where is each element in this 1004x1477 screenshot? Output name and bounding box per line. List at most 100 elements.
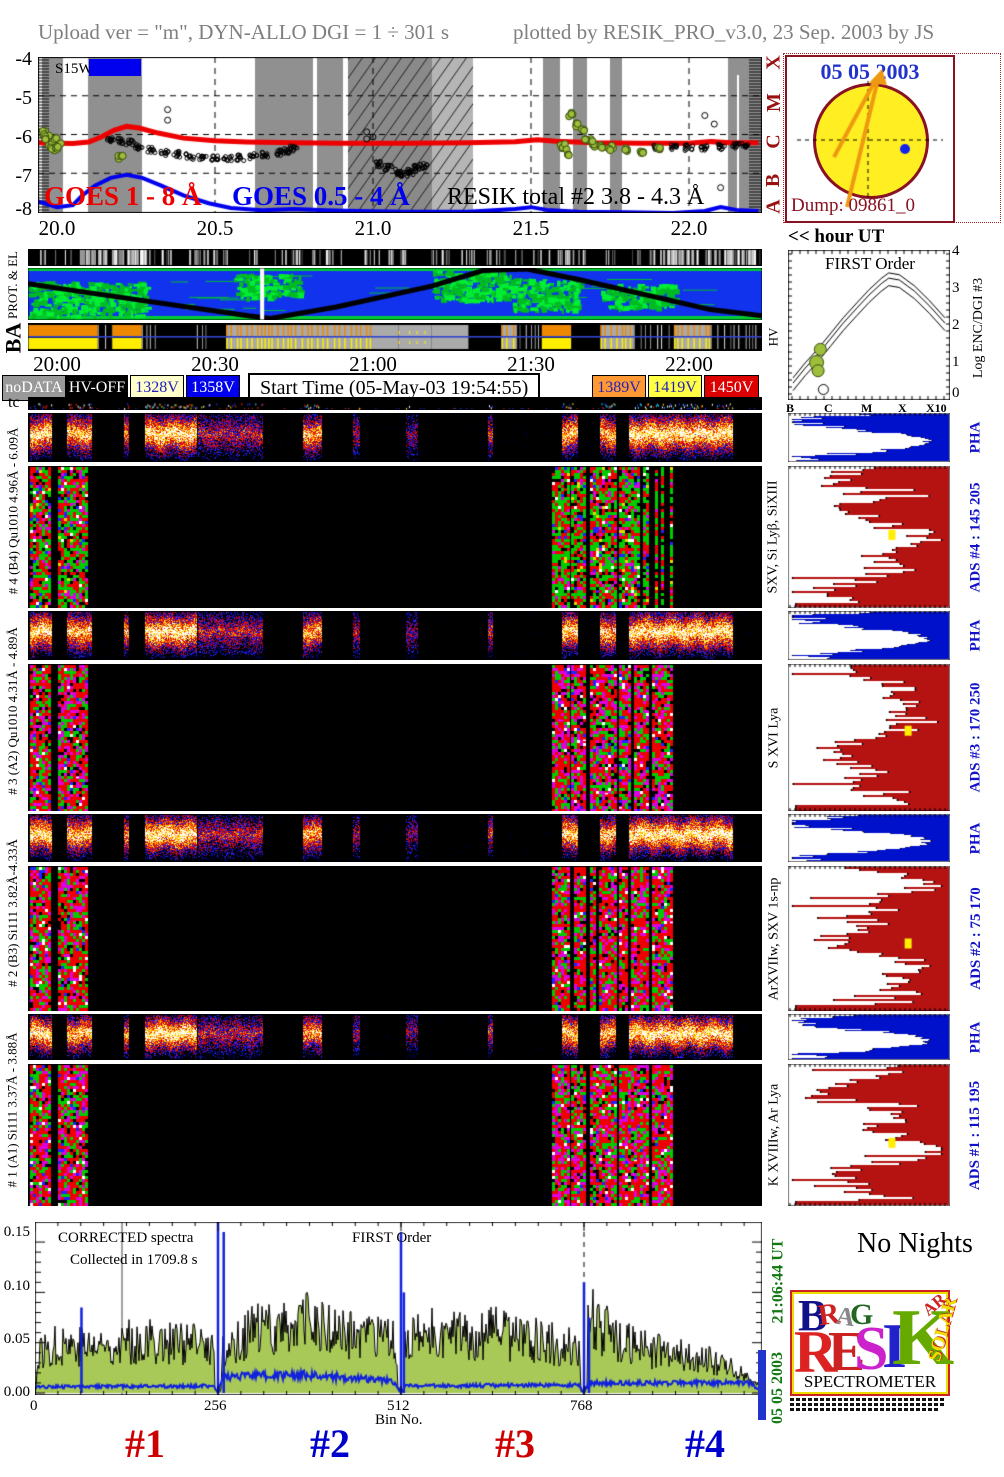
fo-ytick-3: 3 bbox=[952, 280, 960, 296]
header-right: plotted by RESIK_PRO_v3.0, 23 Sep. 2003 … bbox=[513, 20, 935, 44]
ads-hist-ch1 bbox=[788, 1064, 950, 1206]
logo-credits-line bbox=[790, 1403, 946, 1406]
sun-panel: 05 05 2003 Dump: 09861_0 bbox=[785, 55, 955, 223]
pha-hist-ch4 bbox=[788, 413, 950, 462]
fo-xtick-c: C bbox=[824, 401, 833, 415]
resik-total-label: RESIK total #2 3.8 - 4.3 Å bbox=[447, 184, 705, 210]
spectrogram-thin-ch2 bbox=[28, 814, 762, 862]
tc-label: tc bbox=[8, 394, 20, 411]
pha-hist-ch3 bbox=[788, 611, 950, 660]
ads-label-ch2: ADS #2 : 75 170 bbox=[967, 887, 984, 990]
strip-time: 21:00 bbox=[349, 352, 397, 376]
fo-xtick-x: X bbox=[898, 401, 907, 415]
logo-letter: S bbox=[854, 1315, 889, 1383]
segment-label-4: #4 bbox=[685, 1421, 725, 1466]
channel-label-4: # 4 (B4) Qu1010 4.96Å - 6.09Å bbox=[5, 427, 21, 594]
channel-label-1: # 1 (A1) Si111 3.37Å - 3.88Å bbox=[5, 1032, 20, 1188]
bin-no-label: Bin No. bbox=[375, 1412, 423, 1428]
ba-label: BA bbox=[0, 322, 25, 354]
goes-ytick: -8 bbox=[15, 198, 32, 220]
logo-spectrometer: SPECTROMETER bbox=[803, 1372, 937, 1391]
prot-el-strip bbox=[28, 249, 762, 266]
fo-ytick-1: 1 bbox=[952, 354, 960, 370]
goes-xtick: 21.0 bbox=[354, 216, 392, 240]
fo-ylabel: Log ENC/DGI #3 bbox=[971, 277, 987, 378]
spectrogram-big-ch3 bbox=[28, 664, 762, 811]
goes-xtick: 22.0 bbox=[670, 216, 708, 240]
goes-class-b: B bbox=[762, 173, 785, 187]
goes-ytick: -4 bbox=[15, 48, 32, 70]
goes-ytick: -5 bbox=[15, 87, 32, 109]
logo-letter: G bbox=[850, 1298, 874, 1331]
ads-label-ch3: ADS #3 : 170 250 bbox=[967, 682, 984, 793]
goes-class-a: A bbox=[762, 198, 785, 214]
first-order-canvas bbox=[788, 250, 950, 400]
fo-ytick-2: 2 bbox=[952, 317, 960, 333]
spectrogram-big-ch2 bbox=[28, 866, 762, 1011]
first-order-title: FIRST Order bbox=[825, 254, 915, 273]
hv-label: HV bbox=[765, 327, 780, 347]
fo-xtick-x10: X10 bbox=[926, 401, 947, 415]
header-left: Upload ver = "m", DYN-ALLO DGI = 1 ÷ 301… bbox=[38, 20, 450, 44]
bot-ytick: 0.10 bbox=[3, 1278, 30, 1294]
legend-hvoff: HV-OFF bbox=[66, 375, 128, 401]
goes-xtick: 20.0 bbox=[38, 216, 76, 240]
logo-letter: I bbox=[882, 1310, 907, 1381]
hour-ut-note: << hour UT bbox=[788, 226, 885, 247]
segment-label-1: #1 bbox=[125, 1421, 165, 1466]
spectrogram-big-ch4 bbox=[28, 466, 762, 608]
segment-label-3: #3 bbox=[495, 1421, 535, 1466]
sun-overlay-canvas bbox=[787, 57, 953, 221]
bot-title: CORRECTED spectra bbox=[58, 1230, 194, 1246]
goes-plot-canvas bbox=[38, 57, 762, 213]
ads-label-ch1: ADS #1 : 115 195 bbox=[967, 1080, 984, 1190]
strip-time: 20:00 bbox=[33, 352, 81, 376]
legend-1389v: 1389V bbox=[592, 375, 646, 401]
logo-letter: K bbox=[892, 1294, 955, 1382]
strip-time: 22:00 bbox=[665, 352, 713, 376]
prot-el-label: PROT. & EL bbox=[5, 250, 21, 320]
logo-credits-line bbox=[790, 1408, 940, 1411]
logo-letter: R bbox=[794, 1319, 838, 1385]
fo-ytick-0: 0 bbox=[952, 385, 960, 401]
legend-nodata: noDATA bbox=[2, 375, 66, 401]
ads-label-ch4: ADS #4 : 145 205 bbox=[967, 481, 984, 593]
collection-time-label: 21:06:44 UT bbox=[769, 1238, 787, 1324]
sun-dump-id: Dump: 09861_0 bbox=[791, 195, 916, 216]
orbit-map-strip bbox=[28, 268, 762, 320]
line-label-2: ArXVIIw, SXV 1s-np bbox=[766, 877, 782, 1000]
tc-strip bbox=[28, 397, 762, 410]
strip-time: 21:30 bbox=[507, 352, 555, 376]
bot-xtick-512: 512 bbox=[387, 1398, 410, 1414]
flare-highlight-box bbox=[89, 59, 141, 76]
goes-ytick: -7 bbox=[15, 165, 32, 187]
bot-xtick-0: 0 bbox=[30, 1398, 38, 1414]
no-nights-label: No Nights bbox=[857, 1228, 973, 1259]
pha-hist-ch2 bbox=[788, 814, 950, 862]
fo-ytick-4: 4 bbox=[952, 243, 960, 259]
legend-1328v: 1328V bbox=[130, 375, 184, 401]
pha-label-ch2: PHA bbox=[967, 822, 984, 854]
bot-subtitle: Collected in 1709.8 s bbox=[70, 1252, 198, 1268]
segment-label-2: #2 bbox=[310, 1421, 350, 1466]
logo-letter: E bbox=[828, 1321, 866, 1383]
goes-class-c: C bbox=[762, 133, 785, 149]
pha-label-ch1: PHA bbox=[967, 1021, 984, 1053]
fo-xtick-m: M bbox=[861, 401, 873, 415]
goes-blue-label: GOES 0.5 - 4 Å bbox=[232, 181, 410, 211]
pha-label-ch4: PHA bbox=[967, 421, 984, 454]
goes-class-x: X bbox=[762, 54, 785, 70]
logo-credits-line bbox=[790, 1398, 946, 1401]
spectrogram-thin-ch4 bbox=[28, 413, 762, 462]
goes-xtick: 21.5 bbox=[512, 216, 550, 240]
pha-label-ch3: PHA bbox=[967, 619, 984, 652]
line-label-4: SXV, Si Lyβ, SiXIII bbox=[766, 480, 781, 594]
goes-class-m: M bbox=[762, 92, 785, 112]
ads-hist-ch4 bbox=[788, 466, 950, 608]
line-label-3: S XVI Lya bbox=[766, 707, 782, 768]
bot-xtick-768: 768 bbox=[570, 1398, 593, 1414]
goes-xtick: 20.5 bbox=[196, 216, 234, 240]
bot-ytick: 0.00 bbox=[3, 1384, 30, 1400]
ads-hist-ch3 bbox=[788, 664, 950, 811]
